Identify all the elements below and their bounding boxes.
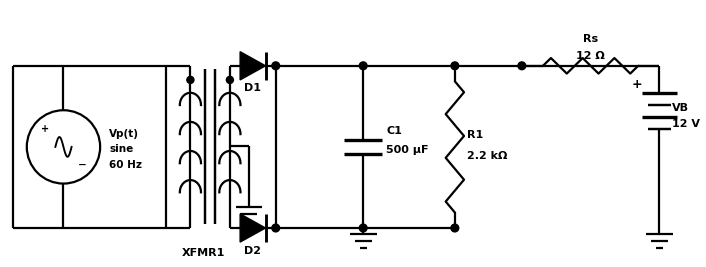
Text: 500 μF: 500 μF [386, 146, 429, 155]
Text: −: − [78, 160, 86, 170]
Text: +: + [41, 124, 49, 134]
Text: Vp(t): Vp(t) [109, 129, 139, 139]
Circle shape [187, 76, 194, 83]
Text: D1: D1 [244, 83, 261, 93]
Circle shape [359, 224, 367, 232]
Text: VB: VB [672, 103, 689, 113]
Text: +: + [631, 78, 642, 91]
Text: sine: sine [109, 144, 133, 154]
Polygon shape [240, 214, 265, 242]
Circle shape [451, 224, 459, 232]
Text: 12 Ω: 12 Ω [576, 51, 605, 61]
Text: 60 Hz: 60 Hz [109, 159, 143, 170]
Text: 12 V: 12 V [672, 119, 700, 129]
Text: Rs: Rs [583, 34, 598, 44]
Circle shape [227, 76, 234, 83]
Polygon shape [240, 52, 265, 80]
Text: D2: D2 [244, 246, 261, 256]
Circle shape [272, 62, 280, 70]
Text: XFMR1: XFMR1 [182, 248, 225, 258]
Circle shape [518, 62, 526, 70]
Text: 2.2 kΩ: 2.2 kΩ [467, 151, 507, 161]
Circle shape [359, 62, 367, 70]
Circle shape [272, 224, 280, 232]
Text: C1: C1 [386, 126, 402, 136]
Circle shape [451, 62, 459, 70]
Text: R1: R1 [467, 130, 483, 140]
